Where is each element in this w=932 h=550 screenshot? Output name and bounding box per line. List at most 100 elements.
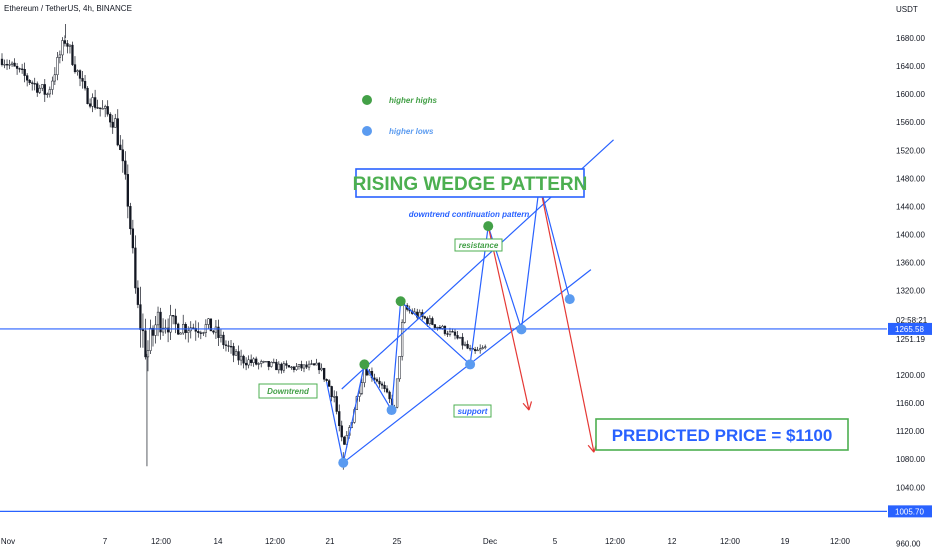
candle-body	[292, 366, 296, 370]
symbol-header: Ethereum / TetherUS, 4h, BINANCE	[4, 4, 132, 13]
candle-body	[285, 363, 288, 366]
higher-low-dot	[564, 294, 575, 305]
candle-body	[187, 330, 190, 333]
candle-body	[232, 346, 235, 356]
candle-body	[141, 329, 145, 332]
candle-body	[114, 118, 117, 128]
candle-body	[18, 68, 21, 70]
x-tick-label: 12	[668, 537, 677, 546]
candle-body	[358, 393, 361, 397]
candle-body	[31, 82, 34, 84]
candle-body	[179, 332, 182, 335]
candle-body	[398, 355, 401, 380]
candle-body	[156, 311, 160, 326]
downtrend-label-box	[258, 383, 318, 399]
candle-body	[363, 368, 366, 383]
candle-body	[335, 396, 338, 412]
candle-body	[401, 322, 404, 357]
candle-body	[479, 348, 482, 351]
candle-body	[287, 365, 291, 368]
candle-body	[58, 54, 62, 58]
candle-body	[277, 363, 280, 371]
candle-body	[229, 346, 233, 348]
candle-body	[423, 316, 426, 319]
zigzag-path	[326, 183, 571, 463]
candle-body	[310, 363, 313, 365]
x-tick-label: 12:00	[151, 537, 172, 546]
candle-body	[109, 113, 112, 123]
candle-body	[197, 331, 200, 333]
candle-body	[71, 44, 74, 65]
candle-body	[154, 324, 157, 336]
candle-body	[51, 80, 54, 90]
candle-body	[227, 345, 230, 347]
projection-arrowhead	[522, 402, 530, 411]
bar-countdown: 02:58:21	[896, 316, 928, 325]
candle-body	[239, 355, 243, 361]
candle-body	[436, 326, 439, 329]
downtrend-label: Downtrend	[267, 387, 310, 396]
legend-higher-lows: higher lows	[389, 127, 434, 136]
candle-body	[426, 317, 429, 324]
candle-body	[68, 44, 72, 47]
pattern-title: RISING WEDGE PATTERN	[353, 174, 588, 195]
projection-arrowhead	[587, 444, 595, 453]
candle-body	[111, 121, 114, 128]
candle-body	[302, 364, 306, 369]
candle-body	[199, 332, 202, 334]
candle-body	[119, 144, 122, 150]
candle-body	[26, 75, 29, 81]
projection-line	[538, 183, 595, 453]
candle-body	[453, 331, 457, 336]
y-tick-label: 1560.00	[896, 118, 925, 127]
projection-arrowhead	[528, 401, 533, 411]
candle-body	[161, 327, 165, 333]
higher-highs-dot-icon	[362, 95, 372, 105]
x-tick-label: 21	[326, 537, 335, 546]
price-tag-upper-label: 1265.58	[895, 325, 924, 334]
candle-body	[295, 366, 298, 370]
candle-body	[300, 364, 303, 369]
candle-body	[86, 87, 89, 104]
resistance-label: resistance	[459, 241, 499, 250]
candle-body	[458, 336, 462, 339]
candle-body	[380, 383, 384, 386]
candle-body	[451, 331, 454, 333]
candle-body	[484, 346, 487, 348]
y-tick-label: 1251.19	[896, 335, 925, 344]
candle-body	[212, 330, 215, 333]
candle-body	[169, 315, 172, 333]
candle-body	[224, 344, 228, 346]
candle-body	[53, 74, 57, 82]
candle-body	[343, 436, 346, 445]
candle-body	[28, 79, 31, 83]
candle-body	[83, 81, 87, 89]
candle-body	[124, 160, 127, 175]
y-tick-label: 1160.00	[896, 399, 925, 408]
legend-higher-highs: higher highs	[389, 96, 438, 105]
candle-body	[473, 349, 477, 352]
candle-body	[333, 396, 336, 398]
time-axis[interactable]: Nov 7 12:00 14 12:00 21 25 Dec 5 12:00 12 12:00 19 12…	[1, 537, 851, 546]
candle-body	[468, 347, 472, 350]
candle-body	[395, 378, 399, 408]
candle-body	[93, 97, 97, 108]
y-tick-label: 960.00	[896, 539, 921, 548]
candle-body	[385, 388, 389, 393]
candle-body	[325, 379, 328, 381]
candle-body	[61, 40, 64, 56]
candle-body	[242, 355, 245, 364]
candle-body	[136, 287, 140, 305]
x-tick-label: 25	[393, 537, 402, 546]
candle-body	[428, 318, 431, 324]
candle-body	[416, 311, 419, 318]
candle-body	[101, 108, 104, 110]
candle-body	[46, 93, 49, 95]
candle-body	[20, 68, 24, 70]
candle-body	[88, 103, 92, 107]
candle-body	[312, 363, 316, 366]
candle-body	[129, 206, 132, 230]
y-tick-label: 1040.00	[896, 483, 925, 492]
price-axis[interactable]: USDT 1680.00 1640.00 1600.00 1560.00 1520.00…	[888, 5, 932, 550]
